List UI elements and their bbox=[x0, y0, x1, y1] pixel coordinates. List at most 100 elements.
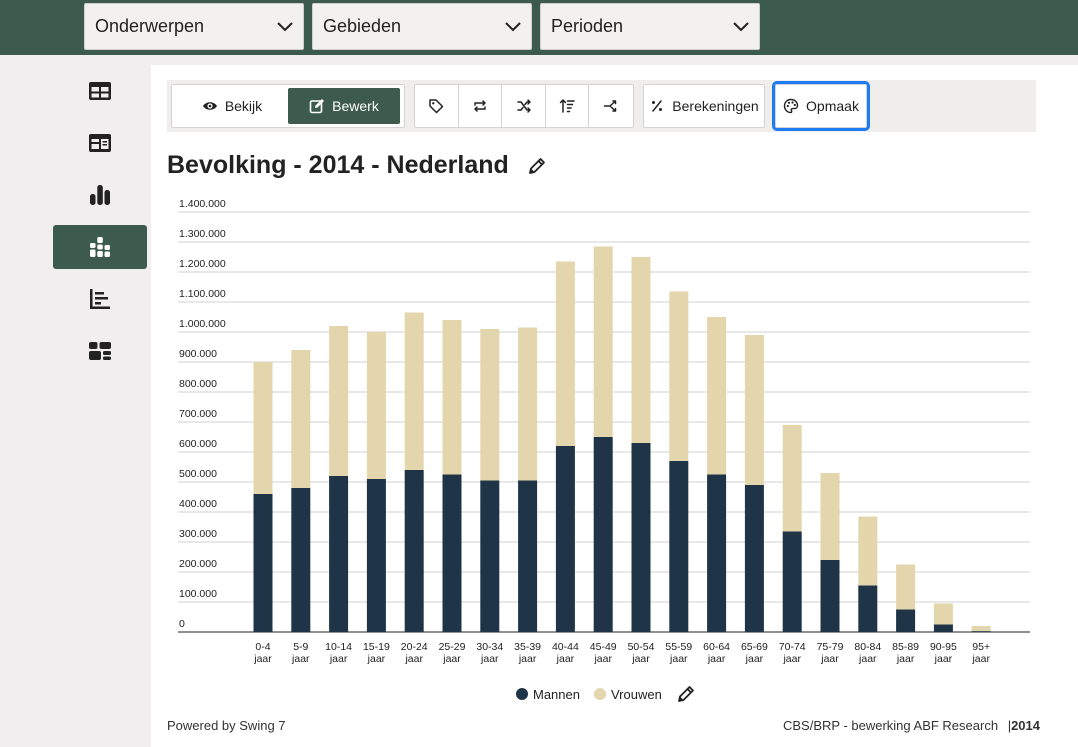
y-tick-label: 300.000 bbox=[179, 528, 217, 540]
perioden-label: Perioden bbox=[551, 16, 624, 36]
edit-legend-pencil-icon[interactable] bbox=[676, 684, 696, 704]
shuffle-button[interactable] bbox=[502, 85, 546, 127]
bar-mannen-35-39-jaar[interactable] bbox=[518, 480, 538, 633]
view-mode-button[interactable]: Bekijk bbox=[176, 88, 288, 124]
bar-vrouwen-55-59-jaar[interactable] bbox=[669, 291, 689, 462]
bar-mannen-10-14-jaar[interactable] bbox=[329, 476, 349, 632]
bar-vrouwen-30-34-jaar[interactable] bbox=[480, 329, 500, 481]
bar-mannen-70-74-jaar[interactable] bbox=[782, 531, 802, 633]
legend-item-vrouwen[interactable]: Vrouwen bbox=[593, 687, 662, 702]
y-tick-label: 1.100.000 bbox=[179, 288, 226, 300]
sidebar-item-stacked-bar[interactable] bbox=[53, 225, 147, 269]
bar-vrouwen-90-95-jaar[interactable] bbox=[933, 603, 953, 625]
bar-chart-icon bbox=[90, 185, 110, 205]
bar-mannen-75-79-jaar[interactable] bbox=[820, 560, 840, 632]
format-button[interactable]: Opmaak bbox=[776, 88, 866, 124]
view-sidebar bbox=[49, 65, 151, 747]
onderwerpen-label: Onderwerpen bbox=[95, 16, 205, 36]
bar-mannen-20-24-jaar[interactable] bbox=[404, 470, 424, 632]
x-category-label: 85-89 jaar bbox=[892, 641, 919, 665]
calculations-button[interactable]: Berekeningen bbox=[644, 88, 764, 124]
chart-x-categories: 0-4 jaar 5-9 jaar 10-14 jaar 15-19 jaar 20-24 jaa… bbox=[253, 641, 990, 665]
bar-vrouwen-15-19-jaar[interactable] bbox=[366, 332, 386, 479]
split-button[interactable] bbox=[589, 85, 633, 127]
bar-vrouwen-70-74-jaar[interactable] bbox=[782, 425, 802, 532]
edit-mode-label: Bewerk bbox=[332, 98, 379, 114]
y-tick-label: 0 bbox=[179, 618, 185, 630]
bar-vrouwen-50-54-jaar[interactable] bbox=[631, 257, 651, 443]
bar-vrouwen-20-24-jaar[interactable] bbox=[404, 312, 424, 471]
chevron-down-icon bbox=[733, 21, 749, 31]
bar-mannen-50-54-jaar[interactable] bbox=[631, 443, 651, 632]
bar-mannen-55-59-jaar[interactable] bbox=[669, 461, 689, 632]
bar-mannen-80-84-jaar[interactable] bbox=[858, 585, 878, 633]
bar-mannen-5-9-jaar[interactable] bbox=[291, 488, 311, 632]
source-footer: CBS/BRP - bewerking ABF Research |2014 bbox=[782, 718, 1040, 733]
labels-button[interactable] bbox=[415, 85, 459, 127]
table-icon bbox=[89, 82, 111, 100]
edit-icon bbox=[309, 99, 325, 114]
bar-vrouwen-80-84-jaar[interactable] bbox=[858, 516, 878, 586]
bar-mannen-90-95-jaar[interactable] bbox=[933, 624, 953, 633]
legend-swatch-mannen bbox=[516, 688, 528, 700]
legend-swatch-vrouwen bbox=[593, 688, 606, 700]
bar-mannen-65-69-jaar[interactable] bbox=[744, 485, 764, 632]
bar-mannen-0-4-jaar[interactable] bbox=[253, 494, 273, 632]
x-category-label: 25-29 jaar bbox=[439, 641, 466, 665]
bar-vrouwen-85-89-jaar[interactable] bbox=[896, 564, 916, 610]
source-text: CBS/BRP - bewerking ABF Research bbox=[782, 718, 999, 733]
bar-vrouwen-10-14-jaar[interactable] bbox=[329, 326, 349, 476]
sort-icon bbox=[559, 99, 575, 113]
perioden-dropdown[interactable]: Perioden bbox=[540, 3, 760, 50]
sidebar-item-table[interactable] bbox=[53, 69, 147, 113]
bar-vrouwen-25-29-jaar[interactable] bbox=[442, 320, 462, 475]
tag-icon bbox=[429, 99, 444, 114]
x-category-label: 95+ jaar bbox=[971, 641, 990, 665]
mode-toggle: Bekijk Bewerk bbox=[171, 84, 405, 128]
chevron-down-icon bbox=[277, 21, 293, 31]
bar-vrouwen-35-39-jaar[interactable] bbox=[518, 327, 538, 481]
title-row: Bevolking - 2014 - Nederland bbox=[167, 151, 547, 180]
bar-mannen-40-44-jaar[interactable] bbox=[555, 446, 575, 632]
edit-toolbar: Bekijk Bewerk bbox=[167, 80, 1036, 132]
edit-mode-button[interactable]: Bewerk bbox=[288, 88, 400, 124]
bar-vrouwen-95+-jaar[interactable] bbox=[971, 626, 991, 632]
y-tick-label: 600.000 bbox=[179, 438, 217, 450]
bar-mannen-25-29-jaar[interactable] bbox=[442, 474, 462, 633]
bar-vrouwen-60-64-jaar[interactable] bbox=[707, 317, 727, 475]
bar-mannen-45-49-jaar[interactable] bbox=[593, 437, 613, 632]
bar-mannen-60-64-jaar[interactable] bbox=[707, 474, 727, 633]
bar-mannen-85-89-jaar[interactable] bbox=[896, 609, 916, 633]
bar-vrouwen-75-79-jaar[interactable] bbox=[820, 473, 840, 560]
bar-vrouwen-45-49-jaar[interactable] bbox=[593, 246, 613, 438]
bar-mannen-30-34-jaar[interactable] bbox=[480, 480, 500, 633]
sort-button[interactable] bbox=[546, 85, 590, 127]
y-tick-label: 500.000 bbox=[179, 468, 217, 480]
shuffle-icon bbox=[516, 99, 531, 113]
bar-vrouwen-5-9-jaar[interactable] bbox=[291, 350, 311, 488]
x-category-label: 35-39 jaar bbox=[514, 641, 541, 665]
y-tick-label: 900.000 bbox=[179, 348, 217, 360]
onderwerpen-dropdown[interactable]: Onderwerpen bbox=[84, 3, 304, 50]
bar-vrouwen-0-4-jaar[interactable] bbox=[253, 362, 273, 494]
y-tick-label: 800.000 bbox=[179, 378, 217, 390]
split-icon bbox=[603, 100, 617, 112]
bar-mannen-95+-jaar[interactable] bbox=[971, 631, 991, 632]
bar-mannen-15-19-jaar[interactable] bbox=[366, 479, 386, 632]
swap-axes-button[interactable] bbox=[459, 85, 503, 127]
x-category-label: 5-9 jaar bbox=[291, 641, 310, 665]
sidebar-item-card-table[interactable] bbox=[53, 121, 147, 165]
gebieden-label: Gebieden bbox=[323, 16, 402, 36]
chart-y-ticks: 0 100.000 200.000 300.000 400.000 500.000 600.… bbox=[179, 198, 226, 630]
sidebar-item-bar-chart[interactable] bbox=[53, 173, 147, 217]
edit-title-pencil-icon[interactable] bbox=[527, 156, 547, 176]
gebieden-dropdown[interactable]: Gebieden bbox=[312, 3, 532, 50]
sidebar-item-dashboard[interactable] bbox=[53, 329, 147, 373]
x-category-label: 30-34 jaar bbox=[476, 641, 503, 665]
bar-vrouwen-65-69-jaar[interactable] bbox=[744, 335, 764, 485]
y-tick-label: 200.000 bbox=[179, 558, 217, 570]
bar-vrouwen-40-44-jaar[interactable] bbox=[555, 261, 575, 447]
main-panel: Bekijk Bewerk bbox=[151, 65, 1078, 747]
sidebar-item-list-chart[interactable] bbox=[53, 277, 147, 321]
legend-item-mannen[interactable]: Mannen bbox=[516, 687, 580, 702]
